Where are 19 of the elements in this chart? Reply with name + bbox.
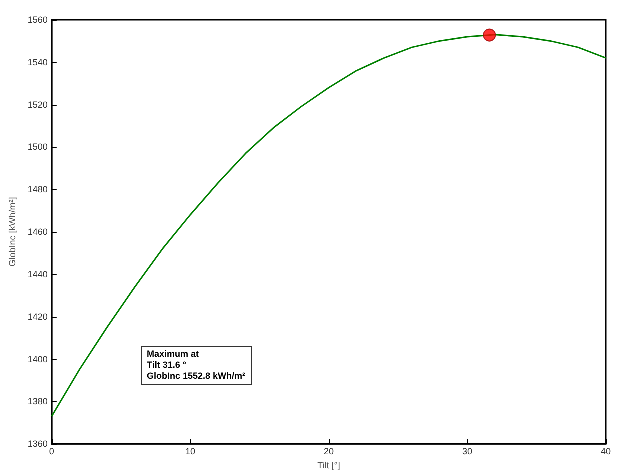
y-tick-label: 1480	[28, 184, 48, 195]
y-tick-label: 1360	[28, 439, 48, 450]
y-tick-label: 1440	[28, 269, 48, 280]
x-tick-label: 40	[600, 446, 612, 457]
y-tick-label: 1380	[28, 396, 48, 407]
y-tick-label: 1420	[28, 312, 48, 322]
y-tick-label: 1520	[28, 100, 48, 110]
x-axis-title: Tilt [°]	[318, 460, 340, 470]
y-tick-label: 1400	[28, 354, 48, 364]
y-tick-label: 1460	[28, 227, 48, 238]
annotation: Maximum at Tilt 31.6 ° GlobInc 1552.8 kWh/m²	[141, 346, 252, 385]
x-tick-label: 20	[324, 446, 334, 457]
x-tick-label: 10	[185, 446, 196, 457]
x-tick-label: 0	[49, 446, 54, 457]
y-tick-label: 1500	[28, 142, 48, 152]
x-tick-label: 30	[462, 446, 472, 457]
y-axis-title: GlobInc [kWh/m²]	[8, 197, 18, 267]
y-tick-label: 1560	[28, 15, 48, 25]
y-tick-label: 1540	[28, 57, 48, 68]
